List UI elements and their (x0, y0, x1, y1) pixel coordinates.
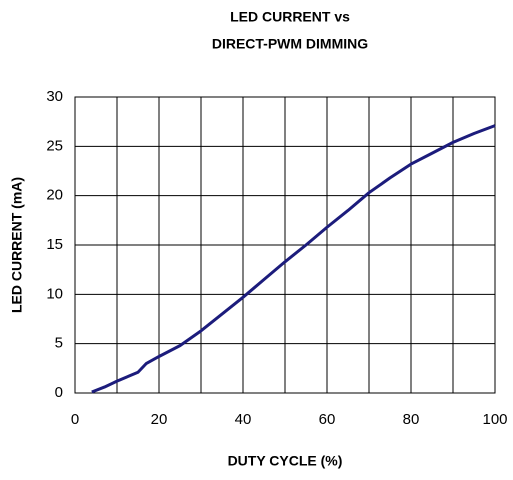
x-tick-label: 80 (403, 411, 420, 428)
x-tick-label: 20 (151, 411, 168, 428)
y-axis-label: LED CURRENT (mA) (9, 177, 25, 313)
data-line (91, 124, 496, 394)
plot-frame (74, 96, 496, 394)
y-tick-label: 25 (46, 137, 63, 154)
chart-title: LED CURRENT vs (230, 9, 350, 25)
x-tick-label: 40 (235, 411, 252, 428)
y-tick-label: 30 (46, 88, 63, 105)
chart-title: DIRECT-PWM DIMMING (212, 36, 368, 52)
x-axis-label: DUTY CYCLE (%) (228, 453, 343, 469)
y-tick-label: 5 (55, 335, 63, 352)
y-tick-label: 10 (46, 285, 63, 302)
y-tick-label: 0 (55, 384, 63, 401)
y-tick-label: 15 (46, 236, 63, 253)
y-tick-label: 20 (46, 187, 63, 204)
x-tick-label: 100 (482, 411, 507, 428)
x-tick-label: 60 (319, 411, 336, 428)
x-tick-label: 0 (71, 411, 79, 428)
